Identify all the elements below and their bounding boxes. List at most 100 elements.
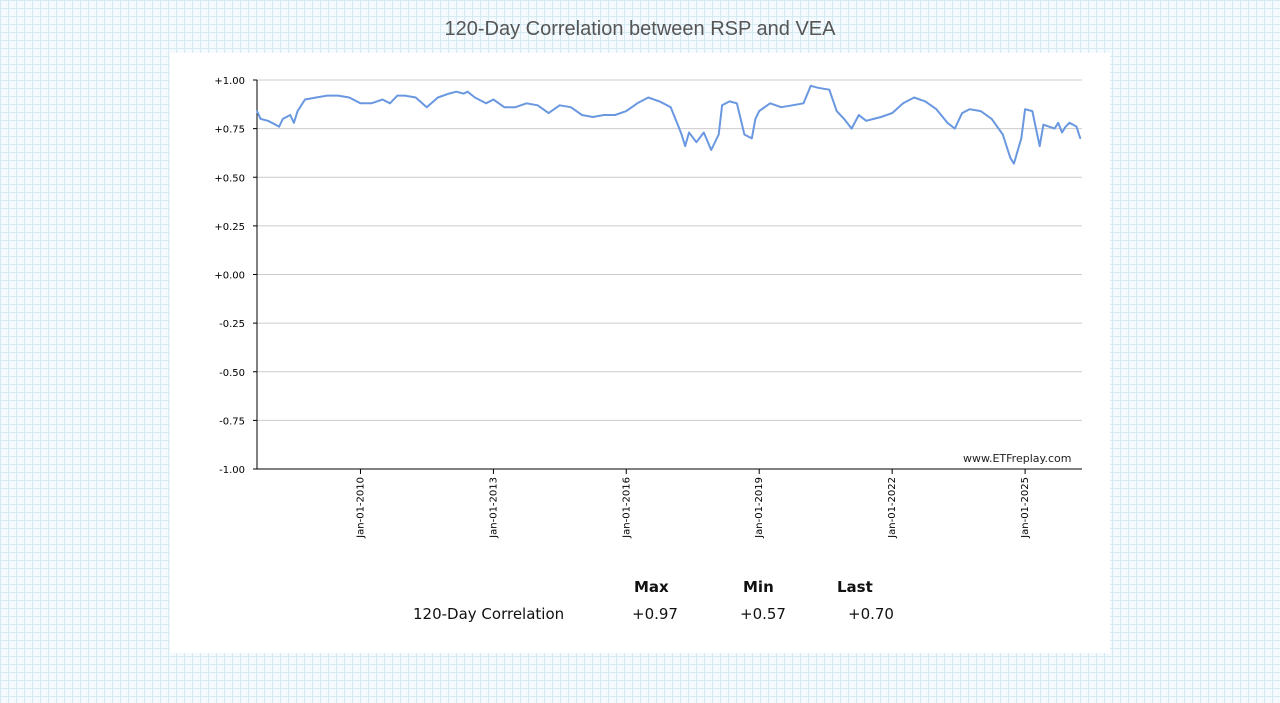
stat-value-last: +0.70 (848, 605, 894, 623)
data-point (259, 118, 262, 120)
data-point (1038, 145, 1041, 147)
data-point (728, 100, 731, 103)
y-tick-label: +0.00 (214, 271, 245, 282)
data-point (256, 110, 258, 112)
data-point (751, 137, 753, 140)
y-tick-label: +0.75 (214, 125, 245, 136)
data-point (850, 127, 853, 130)
data-point (872, 118, 875, 120)
correlation-chart: +1.00 +0.75 +0.50 +0.25 +0.00 -0.25 -0.50 -0.75… (214, 76, 1082, 539)
data-point (802, 102, 805, 105)
data-point (547, 112, 550, 114)
data-point (843, 118, 845, 120)
x-tick-label: Jan-01-2022 (887, 477, 898, 539)
data-point (267, 120, 269, 122)
stat-value-min: +0.57 (740, 605, 786, 623)
data-point (835, 110, 838, 112)
data-point (1024, 108, 1026, 110)
data-point (455, 90, 458, 93)
data-point (658, 100, 661, 103)
data-point (710, 149, 712, 151)
data-point (695, 141, 698, 144)
data-point (891, 112, 893, 114)
y-tick-label: +1.00 (214, 76, 245, 87)
data-point (603, 114, 605, 116)
data-point (282, 118, 284, 120)
data-point (857, 114, 860, 116)
data-point (293, 121, 295, 124)
data-point (924, 100, 927, 103)
data-point (625, 110, 628, 112)
data-point (780, 106, 782, 109)
data-point (791, 104, 794, 107)
data-point (448, 92, 450, 95)
data-point (946, 121, 949, 124)
data-point (684, 145, 687, 147)
data-point (492, 98, 495, 101)
data-point (503, 106, 506, 109)
data-point (315, 96, 317, 99)
data-point (274, 123, 277, 126)
data-point (968, 108, 971, 110)
x-axis-ticks: Jan-01-2010 Jan-01-2013 Jan-01-2016 Jan-01-… (355, 469, 1031, 539)
data-point (680, 133, 683, 136)
data-point (677, 123, 679, 126)
x-tick-label: Jan-01-2019 (754, 477, 765, 539)
data-point (278, 125, 280, 128)
data-point (592, 116, 594, 118)
data-point (1064, 125, 1067, 128)
grid-lines (257, 79, 1082, 421)
chart-title: 120-Day Correlation between RSP and VEA (444, 18, 836, 40)
data-point (990, 118, 993, 120)
data-point (525, 102, 528, 105)
data-point (743, 133, 746, 136)
data-point (570, 106, 572, 109)
data-point (647, 96, 650, 99)
series-line (256, 84, 1082, 165)
data-point (913, 96, 915, 99)
stat-header-min: Min (743, 578, 774, 596)
data-point (736, 102, 738, 105)
data-point (721, 104, 723, 107)
data-point (337, 94, 339, 97)
data-point (462, 92, 465, 95)
watermark: www.ETFreplay.com (963, 452, 1072, 465)
data-point (769, 102, 771, 105)
y-tick-label: -0.75 (219, 416, 245, 427)
y-axis-ticks: +1.00 +0.75 +0.50 +0.25 +0.00 -0.25 -0.50 -0.75… (214, 76, 257, 476)
data-point (688, 131, 690, 134)
series-layer (256, 84, 1082, 165)
data-point (396, 94, 399, 97)
chart-panel: +1.00 +0.75 +0.50 +0.25 +0.00 -0.25 -0.50 -0.75… (170, 53, 1110, 653)
data-point (1001, 133, 1004, 136)
data-point (581, 114, 583, 116)
data-point (466, 90, 469, 93)
y-tick-label: +0.50 (214, 173, 245, 184)
data-point (1061, 131, 1063, 134)
x-tick-label: Jan-01-2025 (1020, 477, 1031, 539)
data-point (702, 131, 705, 134)
data-point (717, 133, 720, 136)
x-tick-label: Jan-01-2016 (621, 477, 632, 539)
data-point (558, 104, 561, 107)
data-point (289, 114, 292, 116)
data-point (1057, 121, 1060, 124)
x-tick-label: Jan-01-2010 (355, 477, 366, 539)
data-point (414, 96, 417, 99)
stat-header-last: Last (837, 578, 873, 596)
data-point (865, 120, 867, 122)
data-point (953, 127, 956, 130)
y-tick-label: -0.25 (219, 319, 245, 330)
data-point (326, 94, 328, 97)
data-point (902, 102, 904, 105)
data-point (935, 108, 938, 110)
data-point (1079, 137, 1082, 140)
data-point (1009, 157, 1012, 159)
data-point (758, 110, 761, 112)
data-point (1031, 110, 1034, 112)
data-point (961, 112, 963, 114)
data-point (389, 102, 391, 105)
data-point (359, 102, 362, 105)
data-point (817, 86, 819, 89)
data-point (636, 102, 639, 105)
